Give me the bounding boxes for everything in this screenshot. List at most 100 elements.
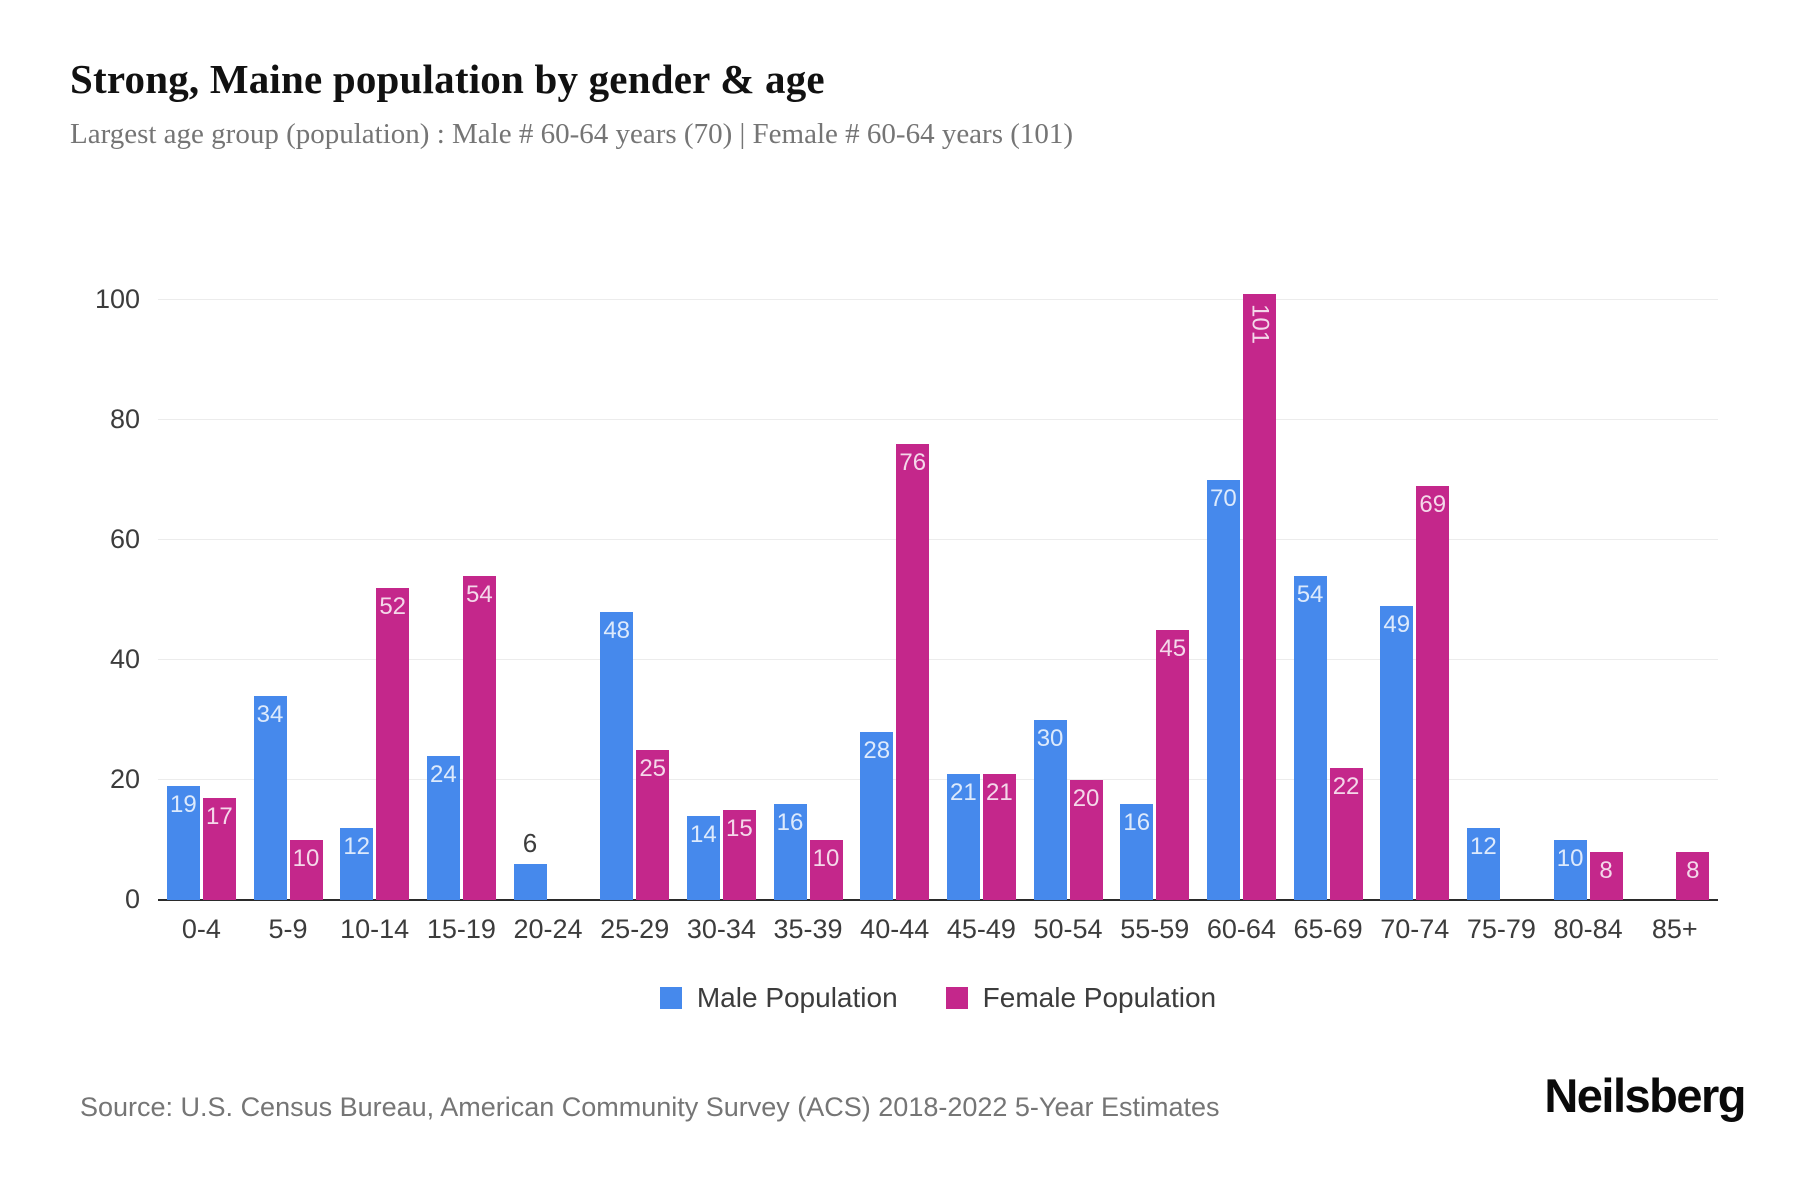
female-swatch-icon xyxy=(945,987,968,1009)
bar-value-label: 12 xyxy=(343,833,371,860)
bar-male-60-64[interactable]: 70 xyxy=(1206,480,1240,900)
bar-value-label: 54 xyxy=(1296,581,1324,608)
x-tick-85+: 85+ xyxy=(1651,914,1698,944)
bar-female-85+[interactable]: 8 xyxy=(1676,852,1710,900)
bar-value-label: 16 xyxy=(776,809,804,836)
bar-female-30-34[interactable]: 15 xyxy=(722,810,756,900)
bar-male-0-4[interactable]: 19 xyxy=(166,786,200,900)
y-tick-60: 60 xyxy=(109,524,140,554)
bar-male-5-9[interactable]: 34 xyxy=(253,696,287,900)
x-tick-10-14: 10-14 xyxy=(340,914,410,944)
bar-group-75-79: 12 xyxy=(1458,258,1545,900)
bar-group-65-69: 54 22 xyxy=(1285,258,1372,900)
x-axis-line xyxy=(158,899,1718,901)
bar-value-label: 6 xyxy=(522,828,538,858)
bar-group-25-29: 48 25 xyxy=(591,258,678,900)
bar-male-10-14[interactable]: 12 xyxy=(340,828,374,900)
gridline-20 xyxy=(158,779,1718,780)
bar-value-label: 10 xyxy=(292,845,320,872)
x-tick-60-64: 60-64 xyxy=(1206,914,1276,944)
bar-male-55-59[interactable]: 16 xyxy=(1120,804,1154,900)
bar-value-label: 10 xyxy=(1556,845,1584,872)
bar-female-40-44[interactable]: 76 xyxy=(896,444,930,900)
bar-male-15-19[interactable]: 24 xyxy=(426,756,460,900)
bar-male-80-84[interactable]: 10 xyxy=(1553,840,1587,900)
bar-value-label: 101 xyxy=(1246,304,1274,345)
bar-male-45-49[interactable]: 21 xyxy=(946,774,980,900)
bar-male-70-74[interactable]: 49 xyxy=(1380,606,1414,900)
bar-group-50-54: 30 20 xyxy=(1025,258,1112,900)
bar-value-label: 15 xyxy=(726,815,753,842)
bar-male-75-79[interactable]: 12 xyxy=(1466,828,1500,900)
x-tick-75-79: 75-79 xyxy=(1466,914,1536,944)
bar-female-65-69[interactable]: 22 xyxy=(1329,768,1363,900)
gridline-40 xyxy=(158,659,1718,660)
bar-female-60-64[interactable]: 101 xyxy=(1242,294,1276,900)
bar-female-70-74[interactable]: 69 xyxy=(1416,486,1450,900)
bar-male-50-54[interactable]: 30 xyxy=(1033,720,1067,900)
legend-item-female[interactable]: Female Population xyxy=(945,982,1216,1014)
y-tick-100: 100 xyxy=(94,284,140,314)
bar-male-40-44[interactable]: 28 xyxy=(860,732,894,900)
brand-logo: Neilsberg xyxy=(1544,1069,1746,1122)
bar-female-45-49[interactable]: 21 xyxy=(982,774,1016,900)
bar-female-15-19[interactable]: 54 xyxy=(462,576,496,900)
x-tick-25-29: 25-29 xyxy=(600,914,670,944)
x-tick-65-69: 65-69 xyxy=(1293,914,1363,944)
bar-female-5-9[interactable]: 10 xyxy=(289,840,323,900)
bar-female-80-84[interactable]: 8 xyxy=(1589,852,1623,900)
bar-value-label: 8 xyxy=(1599,857,1613,884)
bar-male-65-69[interactable]: 54 xyxy=(1293,576,1327,900)
bar-group-70-74: 49 69 xyxy=(1371,258,1458,900)
x-tick-40-44: 40-44 xyxy=(860,914,930,944)
bar-value-label: 21 xyxy=(950,779,977,806)
bar-value-label: 12 xyxy=(1470,833,1497,860)
bar-female-50-54[interactable]: 20 xyxy=(1069,780,1103,900)
x-tick-15-19: 15-19 xyxy=(426,914,496,944)
bar-group-55-59: 16 45 xyxy=(1111,258,1198,900)
x-tick-30-34: 30-34 xyxy=(686,914,756,944)
chart-title: Strong, Maine population by gender & age xyxy=(70,56,825,102)
bar-male-30-34[interactable]: 14 xyxy=(686,816,720,900)
bar-value-label: 19 xyxy=(169,791,197,818)
x-tick-0-4: 0-4 xyxy=(181,914,221,944)
y-tick-20: 20 xyxy=(109,764,140,794)
bar-female-35-39[interactable]: 10 xyxy=(809,840,843,900)
gridline-100 xyxy=(158,299,1718,300)
bar-value-label: 76 xyxy=(899,449,927,476)
x-tick-70-74: 70-74 xyxy=(1380,914,1450,944)
bar-group-15-19: 24 54 xyxy=(418,258,505,900)
bar-group-10-14: 12 52 xyxy=(331,258,418,900)
x-tick-45-49: 45-49 xyxy=(946,914,1016,944)
bar-female-0-4[interactable]: 17 xyxy=(202,798,236,900)
plot-area: 19 17 34 10 12 52 24 54 6 48 25 14 15 16 10 28 76 21 21 30 2… xyxy=(158,258,1718,901)
bar-value-label: 25 xyxy=(639,755,667,782)
chart-legend: Male Population Female Population xyxy=(158,982,1718,1014)
chart-subtitle: Largest age group (population) : Male # … xyxy=(70,118,1074,150)
gridline-80 xyxy=(158,419,1718,420)
bar-groups: 19 17 34 10 12 52 24 54 6 48 25 14 15 16 10 28 76 21 21 30 2… xyxy=(158,258,1718,900)
y-axis-tick-labels: 0 20 40 60 80 100 xyxy=(40,258,140,914)
bar-female-55-59[interactable]: 45 xyxy=(1156,630,1190,900)
bar-male-25-29[interactable]: 48 xyxy=(600,612,634,900)
bar-male-35-39[interactable]: 16 xyxy=(773,804,807,900)
x-tick-55-59: 55-59 xyxy=(1120,914,1190,944)
bar-value-label: 14 xyxy=(690,821,717,848)
legend-item-male[interactable]: Male Population xyxy=(659,982,898,1014)
bar-group-5-9: 34 10 xyxy=(245,258,332,900)
bar-value-label: 49 xyxy=(1383,611,1411,638)
bar-value-label: 70 xyxy=(1210,485,1237,512)
x-tick-35-39: 35-39 xyxy=(773,914,843,944)
bar-female-25-29[interactable]: 25 xyxy=(636,750,670,900)
y-tick-0: 0 xyxy=(124,884,140,914)
bar-group-85+: 8 xyxy=(1631,258,1718,900)
bar-value-label: 45 xyxy=(1159,635,1187,662)
legend-label-male: Male Population xyxy=(696,982,898,1013)
bar-value-label: 34 xyxy=(256,701,284,728)
x-axis-tick-labels: 0-4 5-9 10-14 15-19 20-24 25-29 30-34 35-39 40-4… xyxy=(158,914,1718,945)
bar-male-20-24[interactable]: 6 xyxy=(513,828,547,900)
bar-group-60-64: 70 101 xyxy=(1198,258,1285,900)
source-note: Source: U.S. Census Bureau, American Com… xyxy=(80,1092,1220,1122)
bar-group-80-84: 10 8 xyxy=(1545,258,1632,900)
bar-female-10-14[interactable]: 52 xyxy=(376,588,410,900)
